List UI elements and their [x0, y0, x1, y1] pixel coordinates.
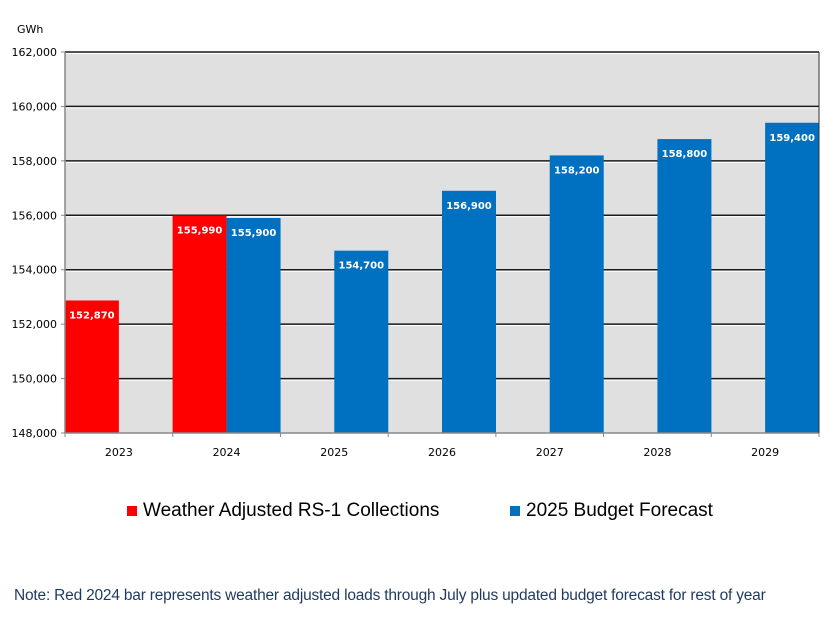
axes [64, 52, 820, 434]
legend: Weather Adjusted RS-1 Collections 2025 B… [0, 500, 826, 530]
bar-budget-forecast-2025 [334, 250, 389, 433]
y-tick-label: 156,000 [12, 209, 58, 222]
x-tick-label: 2026 [428, 446, 456, 459]
y-axis-unit-label: GWh [17, 23, 43, 36]
bar-rs1-collections-2024 [172, 215, 227, 433]
data-label: 155,900 [231, 228, 277, 239]
x-tick-label: 2025 [320, 446, 348, 459]
legend-item-budget-forecast: 2025 Budget Forecast [510, 500, 713, 522]
y-tick-label: 148,000 [12, 427, 58, 440]
bar-chart: 148,000 150,000 152,000 154,000 156,000 158,0… [12, 23, 820, 459]
x-axis-ticks: 2023 2024 2025 2026 2027 2028 2029 [64, 433, 820, 459]
x-tick-label: 2027 [536, 446, 564, 459]
legend-label: 2025 Budget Forecast [526, 500, 713, 521]
bar-budget-forecast-2024 [226, 218, 281, 433]
data-label: 155,990 [177, 226, 223, 237]
data-label: 158,200 [554, 165, 600, 176]
footnote: Note: Red 2024 bar represents weather ad… [14, 587, 766, 604]
x-tick-label: 2023 [105, 446, 133, 459]
data-labels: 152,870 155,990 155,900 154,700 156,900 158,2… [69, 133, 815, 322]
legend-swatch-blue [510, 506, 520, 516]
x-tick-label: 2028 [643, 446, 671, 459]
y-tick-label: 162,000 [12, 46, 58, 59]
data-label: 158,800 [662, 149, 708, 160]
bars [64, 122, 820, 434]
bar-budget-forecast-2026 [442, 190, 496, 433]
data-label: 152,870 [69, 310, 115, 321]
bar-budget-forecast-2029 [765, 122, 820, 433]
data-label: 156,900 [446, 201, 492, 212]
y-tick-label: 154,000 [12, 264, 58, 277]
data-label: 159,400 [769, 133, 815, 144]
y-tick-label: 158,000 [12, 155, 58, 168]
x-tick-label: 2029 [751, 446, 779, 459]
y-tick-label: 152,000 [12, 318, 58, 331]
legend-swatch-red [127, 506, 137, 516]
legend-item-rs1-collections: Weather Adjusted RS-1 Collections [127, 500, 439, 522]
x-tick-label: 2024 [213, 446, 241, 459]
legend-label: Weather Adjusted RS-1 Collections [143, 500, 440, 521]
bar-budget-forecast-2027 [549, 155, 604, 433]
data-label: 154,700 [339, 261, 385, 272]
y-tick-label: 150,000 [12, 373, 58, 386]
y-axis-ticks: 148,000 150,000 152,000 154,000 156,000 158,0… [12, 46, 65, 440]
bar-rs1-collections-2023 [64, 300, 119, 433]
y-tick-label: 160,000 [12, 100, 58, 113]
bar-budget-forecast-2028 [657, 139, 712, 434]
